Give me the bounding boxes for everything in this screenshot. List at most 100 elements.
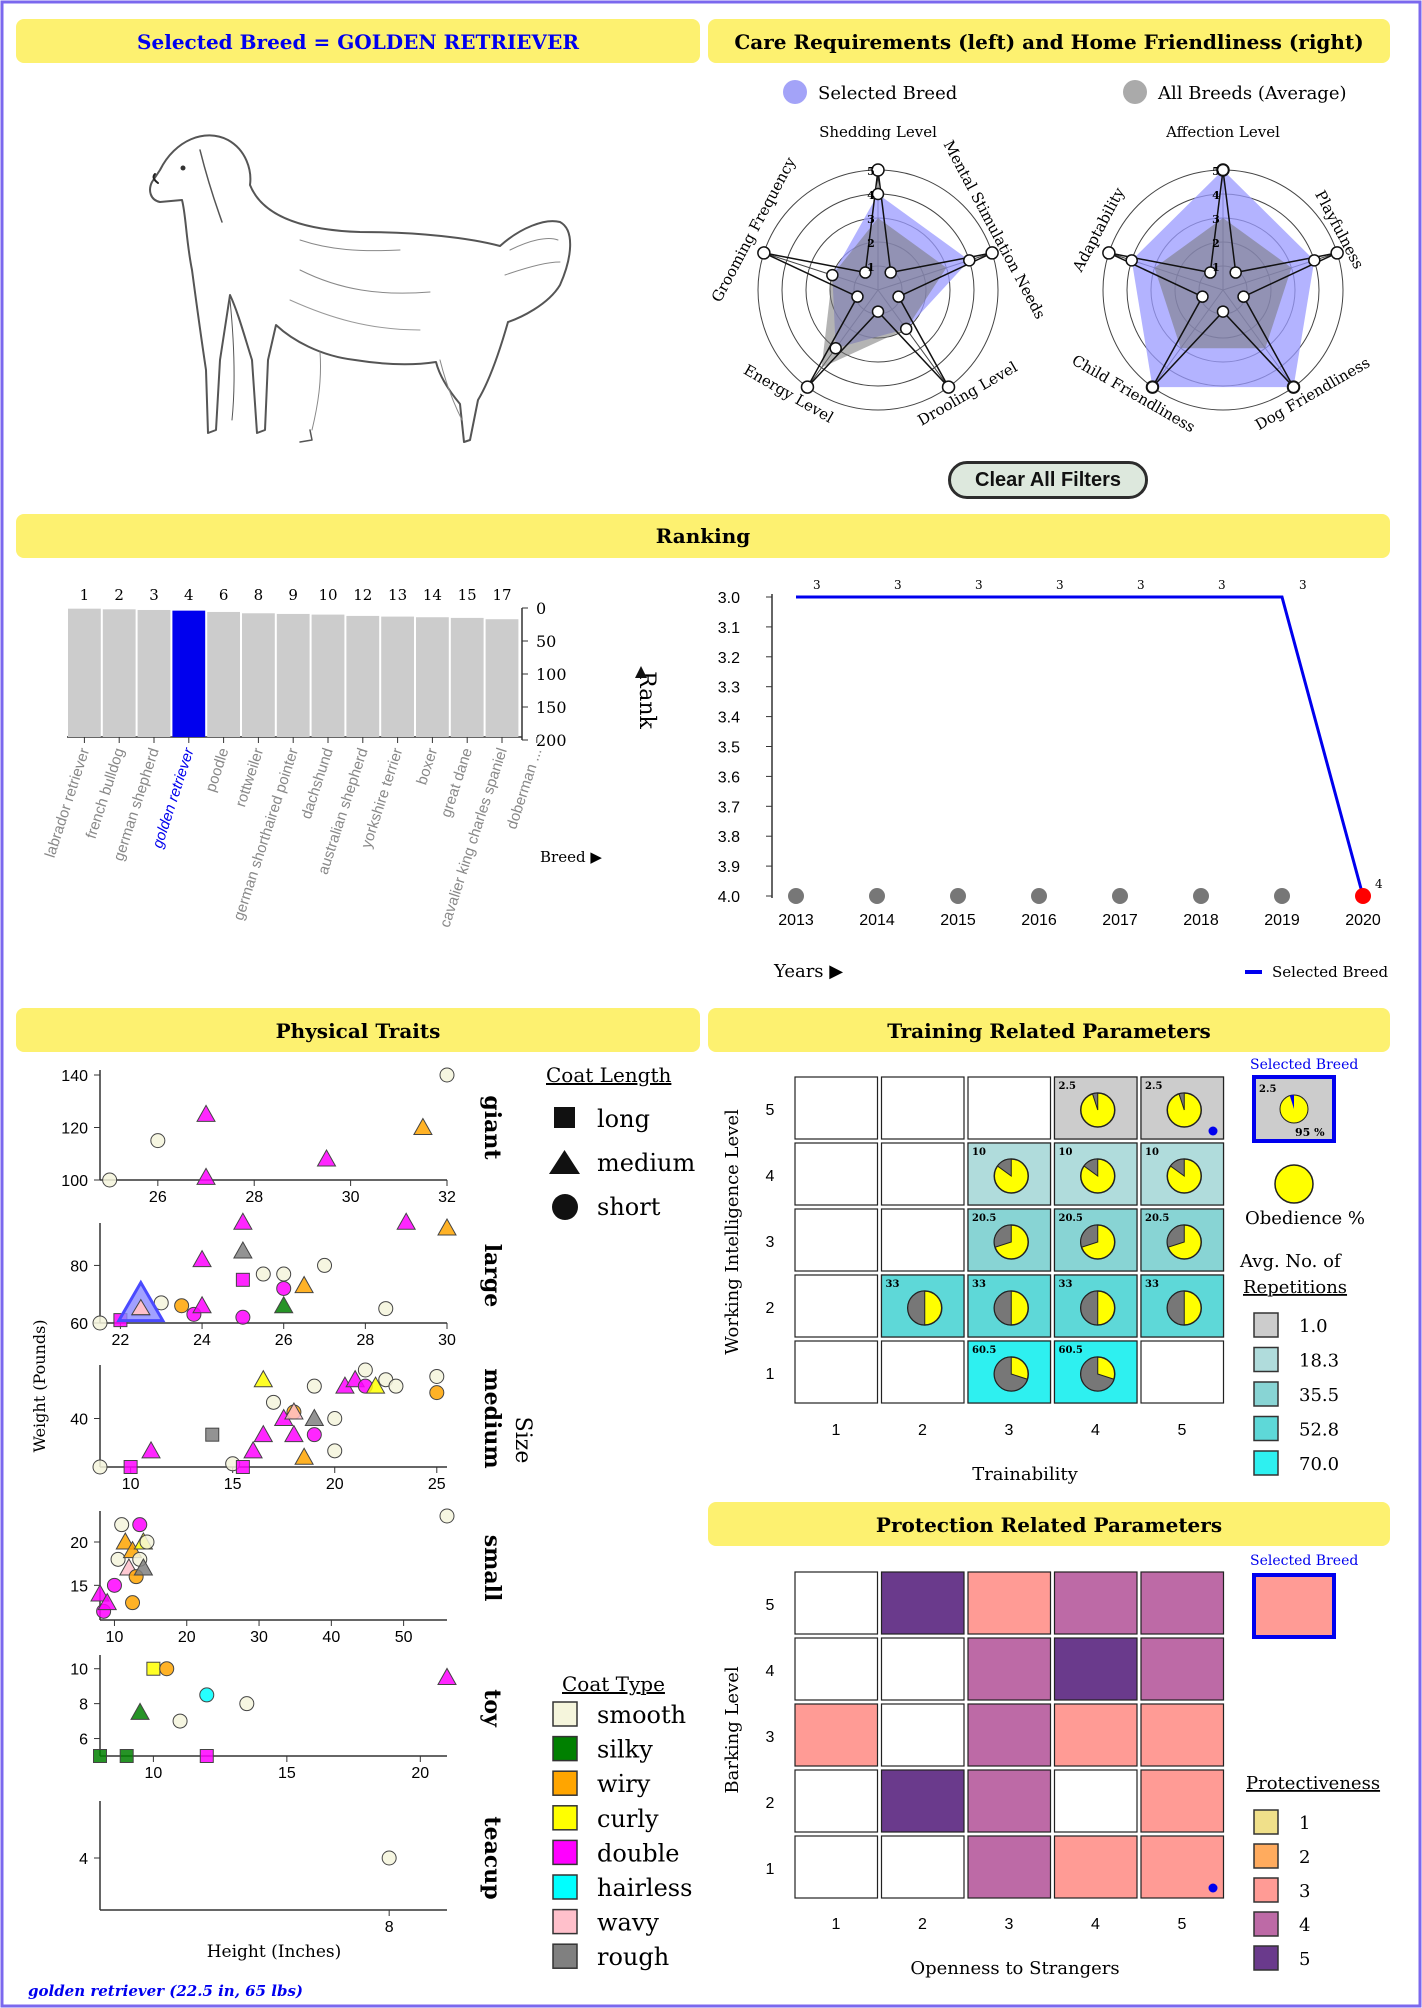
coat-type-label[interactable]: hairless [597, 1874, 692, 1902]
rank-bar[interactable] [102, 609, 136, 737]
breed-point[interactable] [304, 1408, 325, 1426]
protection-cell[interactable] [1053, 1835, 1138, 1899]
breed-point[interactable] [233, 1241, 253, 1259]
protection-cell[interactable] [1140, 1637, 1225, 1701]
rank-bar[interactable] [242, 613, 275, 737]
care-axis-end-point[interactable] [941, 380, 956, 394]
training-cell[interactable] [794, 1142, 879, 1206]
protection-cell[interactable] [794, 1703, 879, 1767]
rank-bar[interactable] [381, 616, 414, 737]
rank-bar[interactable] [416, 617, 449, 737]
breed-point[interactable] [174, 1298, 190, 1314]
breed-point[interactable] [235, 1309, 251, 1325]
protection-cell[interactable] [967, 1637, 1052, 1701]
coat-type-swatch[interactable] [552, 1770, 578, 1796]
protection-cell[interactable] [967, 1835, 1052, 1899]
coat-type-label[interactable]: curly [597, 1805, 659, 1833]
protectiveness-swatch[interactable] [1253, 1843, 1279, 1869]
care-axis-end-point[interactable] [985, 246, 999, 260]
home-axis-end-point[interactable] [1330, 246, 1344, 260]
care-value-point[interactable] [871, 187, 885, 201]
breed-point[interactable] [388, 1378, 404, 1394]
coat-type-label[interactable]: wiry [597, 1770, 651, 1798]
protection-cell[interactable] [967, 1769, 1052, 1833]
coat-type-swatch[interactable] [552, 1874, 578, 1900]
home-axis-end-point[interactable] [1102, 246, 1116, 260]
breed-point[interactable] [114, 1517, 130, 1533]
breed-point[interactable] [235, 1272, 250, 1287]
breed-point[interactable] [284, 1424, 304, 1443]
rank-bar[interactable] [68, 608, 101, 737]
breed-point[interactable] [150, 1133, 166, 1149]
years-axis-label[interactable]: Years ▶ [773, 961, 843, 982]
breed-point[interactable] [365, 1376, 386, 1394]
breed-point[interactable] [284, 1402, 304, 1420]
breed-point[interactable] [239, 1696, 255, 1712]
breed-point[interactable] [235, 1460, 250, 1474]
rank-bar[interactable] [346, 615, 380, 737]
breed-point[interactable] [273, 1295, 294, 1314]
care-value-point[interactable] [963, 254, 976, 267]
breed-point[interactable] [439, 1067, 455, 1083]
rank-bar[interactable] [450, 617, 484, 737]
breed-point[interactable] [119, 1749, 134, 1763]
breed-point[interactable] [317, 1257, 333, 1273]
protection-cell[interactable] [794, 1571, 879, 1635]
breed-point[interactable] [146, 1661, 161, 1676]
breed-point[interactable] [196, 1167, 216, 1185]
reps-swatch[interactable] [1253, 1415, 1279, 1442]
breed-point[interactable] [192, 1295, 212, 1314]
breed-point[interactable] [90, 1583, 110, 1602]
home-value-point[interactable] [1125, 254, 1138, 267]
protection-cell[interactable] [794, 1769, 879, 1833]
coat-type-swatch[interactable] [552, 1908, 578, 1935]
breed-point[interactable] [276, 1266, 292, 1282]
breed-point[interactable] [141, 1440, 161, 1459]
breed-point[interactable] [276, 1280, 292, 1296]
breed-point[interactable] [92, 1459, 108, 1475]
breed-point[interactable] [205, 1427, 220, 1442]
coat-type-swatch[interactable] [552, 1735, 578, 1762]
breed-point[interactable] [233, 1212, 253, 1230]
coat-length-short[interactable]: short [597, 1193, 661, 1221]
coat-type-label[interactable]: double [597, 1839, 680, 1867]
home-value-point[interactable] [1308, 254, 1321, 267]
protection-cell[interactable] [967, 1571, 1052, 1635]
care-axis-end-point[interactable] [800, 380, 815, 394]
coat-type-label[interactable]: wavy [597, 1909, 659, 1937]
breed-point[interactable] [115, 1531, 136, 1550]
protectiveness-swatch[interactable] [1253, 1809, 1279, 1835]
breed-point[interactable] [253, 1424, 274, 1443]
breed-point[interactable] [196, 1104, 216, 1122]
breed-point[interactable] [133, 1557, 154, 1576]
protection-cell[interactable] [1053, 1703, 1138, 1767]
rank-bar[interactable] [276, 613, 310, 737]
reps-swatch[interactable] [1253, 1381, 1279, 1407]
breed-point[interactable] [294, 1447, 314, 1465]
protection-cell[interactable] [794, 1637, 879, 1701]
breed-point[interactable] [253, 1369, 274, 1388]
year-point[interactable] [1112, 888, 1128, 904]
training-cell[interactable] [794, 1076, 879, 1140]
care-axis-end-point[interactable] [871, 163, 885, 177]
breed-point[interactable] [429, 1385, 445, 1401]
year-point[interactable] [869, 888, 885, 904]
year-point[interactable] [1193, 888, 1209, 904]
breed-point[interactable] [199, 1687, 215, 1703]
protection-cell[interactable] [967, 1703, 1052, 1767]
breed-point[interactable] [159, 1661, 175, 1677]
breed-point[interactable] [413, 1117, 433, 1135]
training-cell[interactable] [880, 1142, 965, 1206]
rank-bar[interactable] [207, 611, 240, 737]
protection-cell[interactable] [880, 1571, 965, 1635]
protection-cell[interactable] [880, 1769, 965, 1833]
rank-bar[interactable] [172, 610, 206, 737]
training-cell[interactable] [880, 1340, 965, 1404]
breed-point[interactable] [172, 1713, 188, 1729]
breed-point[interactable] [123, 1460, 138, 1474]
reps-swatch[interactable] [1253, 1450, 1279, 1476]
protection-cell[interactable] [880, 1703, 965, 1767]
protection-cell[interactable] [1140, 1769, 1225, 1833]
care-value-point[interactable] [899, 322, 913, 336]
breed-point[interactable] [316, 1148, 337, 1167]
